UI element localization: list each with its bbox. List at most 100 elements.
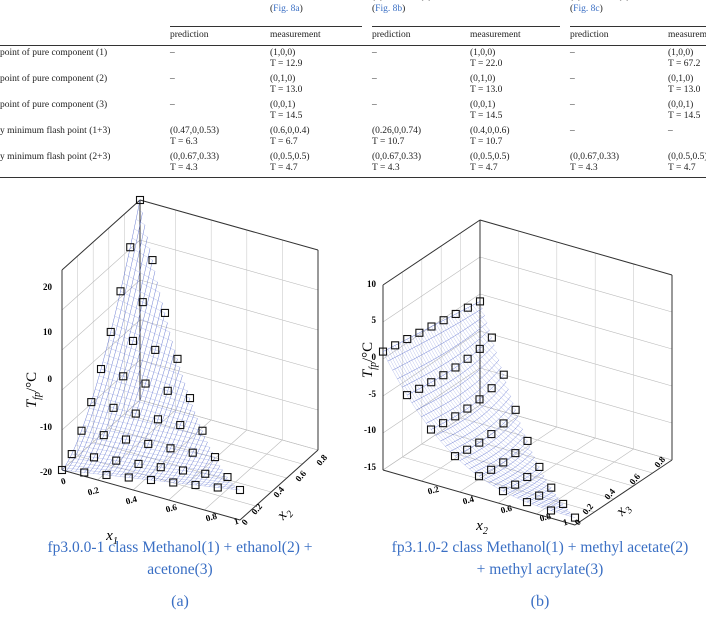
header-text: ) [402, 4, 406, 14]
box-line [382, 404, 481, 471]
surface-line [230, 485, 236, 490]
figure-link: Fig. 8b [375, 4, 403, 14]
box-line [108, 427, 287, 479]
cell: (1,0,0) [270, 48, 296, 58]
label-sub: 2 [284, 509, 296, 520]
row-label: point of pure component (3) [0, 100, 108, 110]
header-text: ) [299, 4, 303, 14]
label-text: T [360, 368, 376, 378]
surface-line [414, 335, 545, 477]
measurement-marker [126, 243, 135, 252]
z-tick-label: 20 [43, 282, 53, 292]
cell: T = 14.5 [470, 111, 503, 121]
measurement-marker [439, 419, 448, 428]
measurement-marker [213, 483, 222, 492]
y-tick-label: 0.8 [314, 452, 329, 467]
cell: (0,0,1) [270, 100, 296, 110]
surface-line [470, 306, 490, 331]
measurement-marker [402, 391, 412, 400]
subheader: prediction [570, 30, 609, 40]
caption: fp3.1.0-2 class Methanol(1) + methyl ace… [392, 539, 689, 556]
label-sub: 2 [483, 526, 488, 537]
box-line [382, 469, 576, 526]
measurement-marker [99, 431, 108, 440]
box-line [139, 319, 319, 371]
surface-line [541, 497, 559, 508]
surface-line [455, 313, 504, 375]
surface-line [387, 308, 483, 362]
x-axis-label: x2 [475, 518, 488, 537]
cell: T = 14.5 [270, 111, 303, 121]
cell: T = 13.0 [270, 85, 303, 95]
measurement-marker [450, 452, 460, 461]
figure-link: Fig. 8c [573, 4, 600, 14]
measurement-marker [173, 354, 182, 363]
surface-line [546, 500, 561, 510]
measurement-marker [535, 491, 544, 500]
surface-line [108, 339, 181, 368]
measurement-marker [57, 465, 67, 475]
subheader: prediction [372, 30, 411, 40]
surface-line [204, 465, 221, 487]
measurement-marker [169, 478, 178, 487]
y-tick-label: 0.4 [271, 484, 286, 499]
surface-line [100, 368, 191, 399]
box-line [204, 439, 283, 511]
cell: (0,0,1) [668, 100, 694, 110]
cell: – [570, 74, 575, 84]
surface-line [208, 469, 223, 487]
surface-line [112, 323, 176, 351]
box-line [574, 459, 673, 526]
surface-line [498, 461, 538, 489]
measurement-marker [511, 480, 520, 489]
row-label: point of pure component (2) [0, 74, 108, 84]
measurement-marker [499, 458, 508, 467]
z-tick-label: -10 [364, 425, 376, 435]
cell: T = 10.7 [470, 137, 503, 147]
header-line: (2) + octane (3) [570, 0, 629, 3]
surface-line [102, 361, 188, 391]
z-tick-label: 0 [48, 374, 53, 384]
surface-line [126, 265, 158, 283]
header-line: (Fig. 8a) [270, 4, 303, 15]
measurement-marker [451, 309, 460, 319]
box-line [124, 413, 303, 465]
surface-line [411, 336, 547, 481]
measurement-marker [148, 256, 157, 265]
surface-line [399, 342, 559, 499]
rule [570, 26, 706, 27]
surface-line [464, 422, 521, 466]
measurement-marker [80, 468, 89, 477]
measurement-marker [427, 322, 436, 331]
measurement-marker [201, 469, 210, 478]
surface-line [488, 451, 533, 483]
cell: (0,0.67,0.33) [372, 152, 422, 162]
surface-line [453, 315, 507, 383]
surface-line [122, 282, 163, 304]
box-line [239, 449, 319, 521]
surface-line [397, 322, 488, 380]
measurement-marker [535, 462, 544, 471]
cell: – [570, 48, 575, 58]
surface-line [114, 315, 173, 342]
surface-line [445, 396, 512, 447]
cell: – [372, 74, 377, 84]
box-line [139, 239, 319, 291]
surface-line [443, 320, 516, 411]
measurement-marker [427, 378, 436, 387]
surface-line [426, 367, 502, 424]
measurement-marker [178, 466, 188, 475]
surface-line [217, 476, 228, 488]
measurement-marker [547, 483, 556, 492]
z-tick-label: -10 [40, 422, 52, 432]
surface-line [406, 337, 493, 396]
surface-line [428, 327, 530, 447]
measurement-marker [166, 444, 175, 453]
surface-line [472, 305, 488, 323]
measurement-marker [138, 298, 147, 307]
cell: – [570, 126, 575, 136]
surface-line [450, 402, 514, 452]
cell: (0,0.67,0.33) [570, 152, 620, 162]
box-line [168, 429, 248, 501]
